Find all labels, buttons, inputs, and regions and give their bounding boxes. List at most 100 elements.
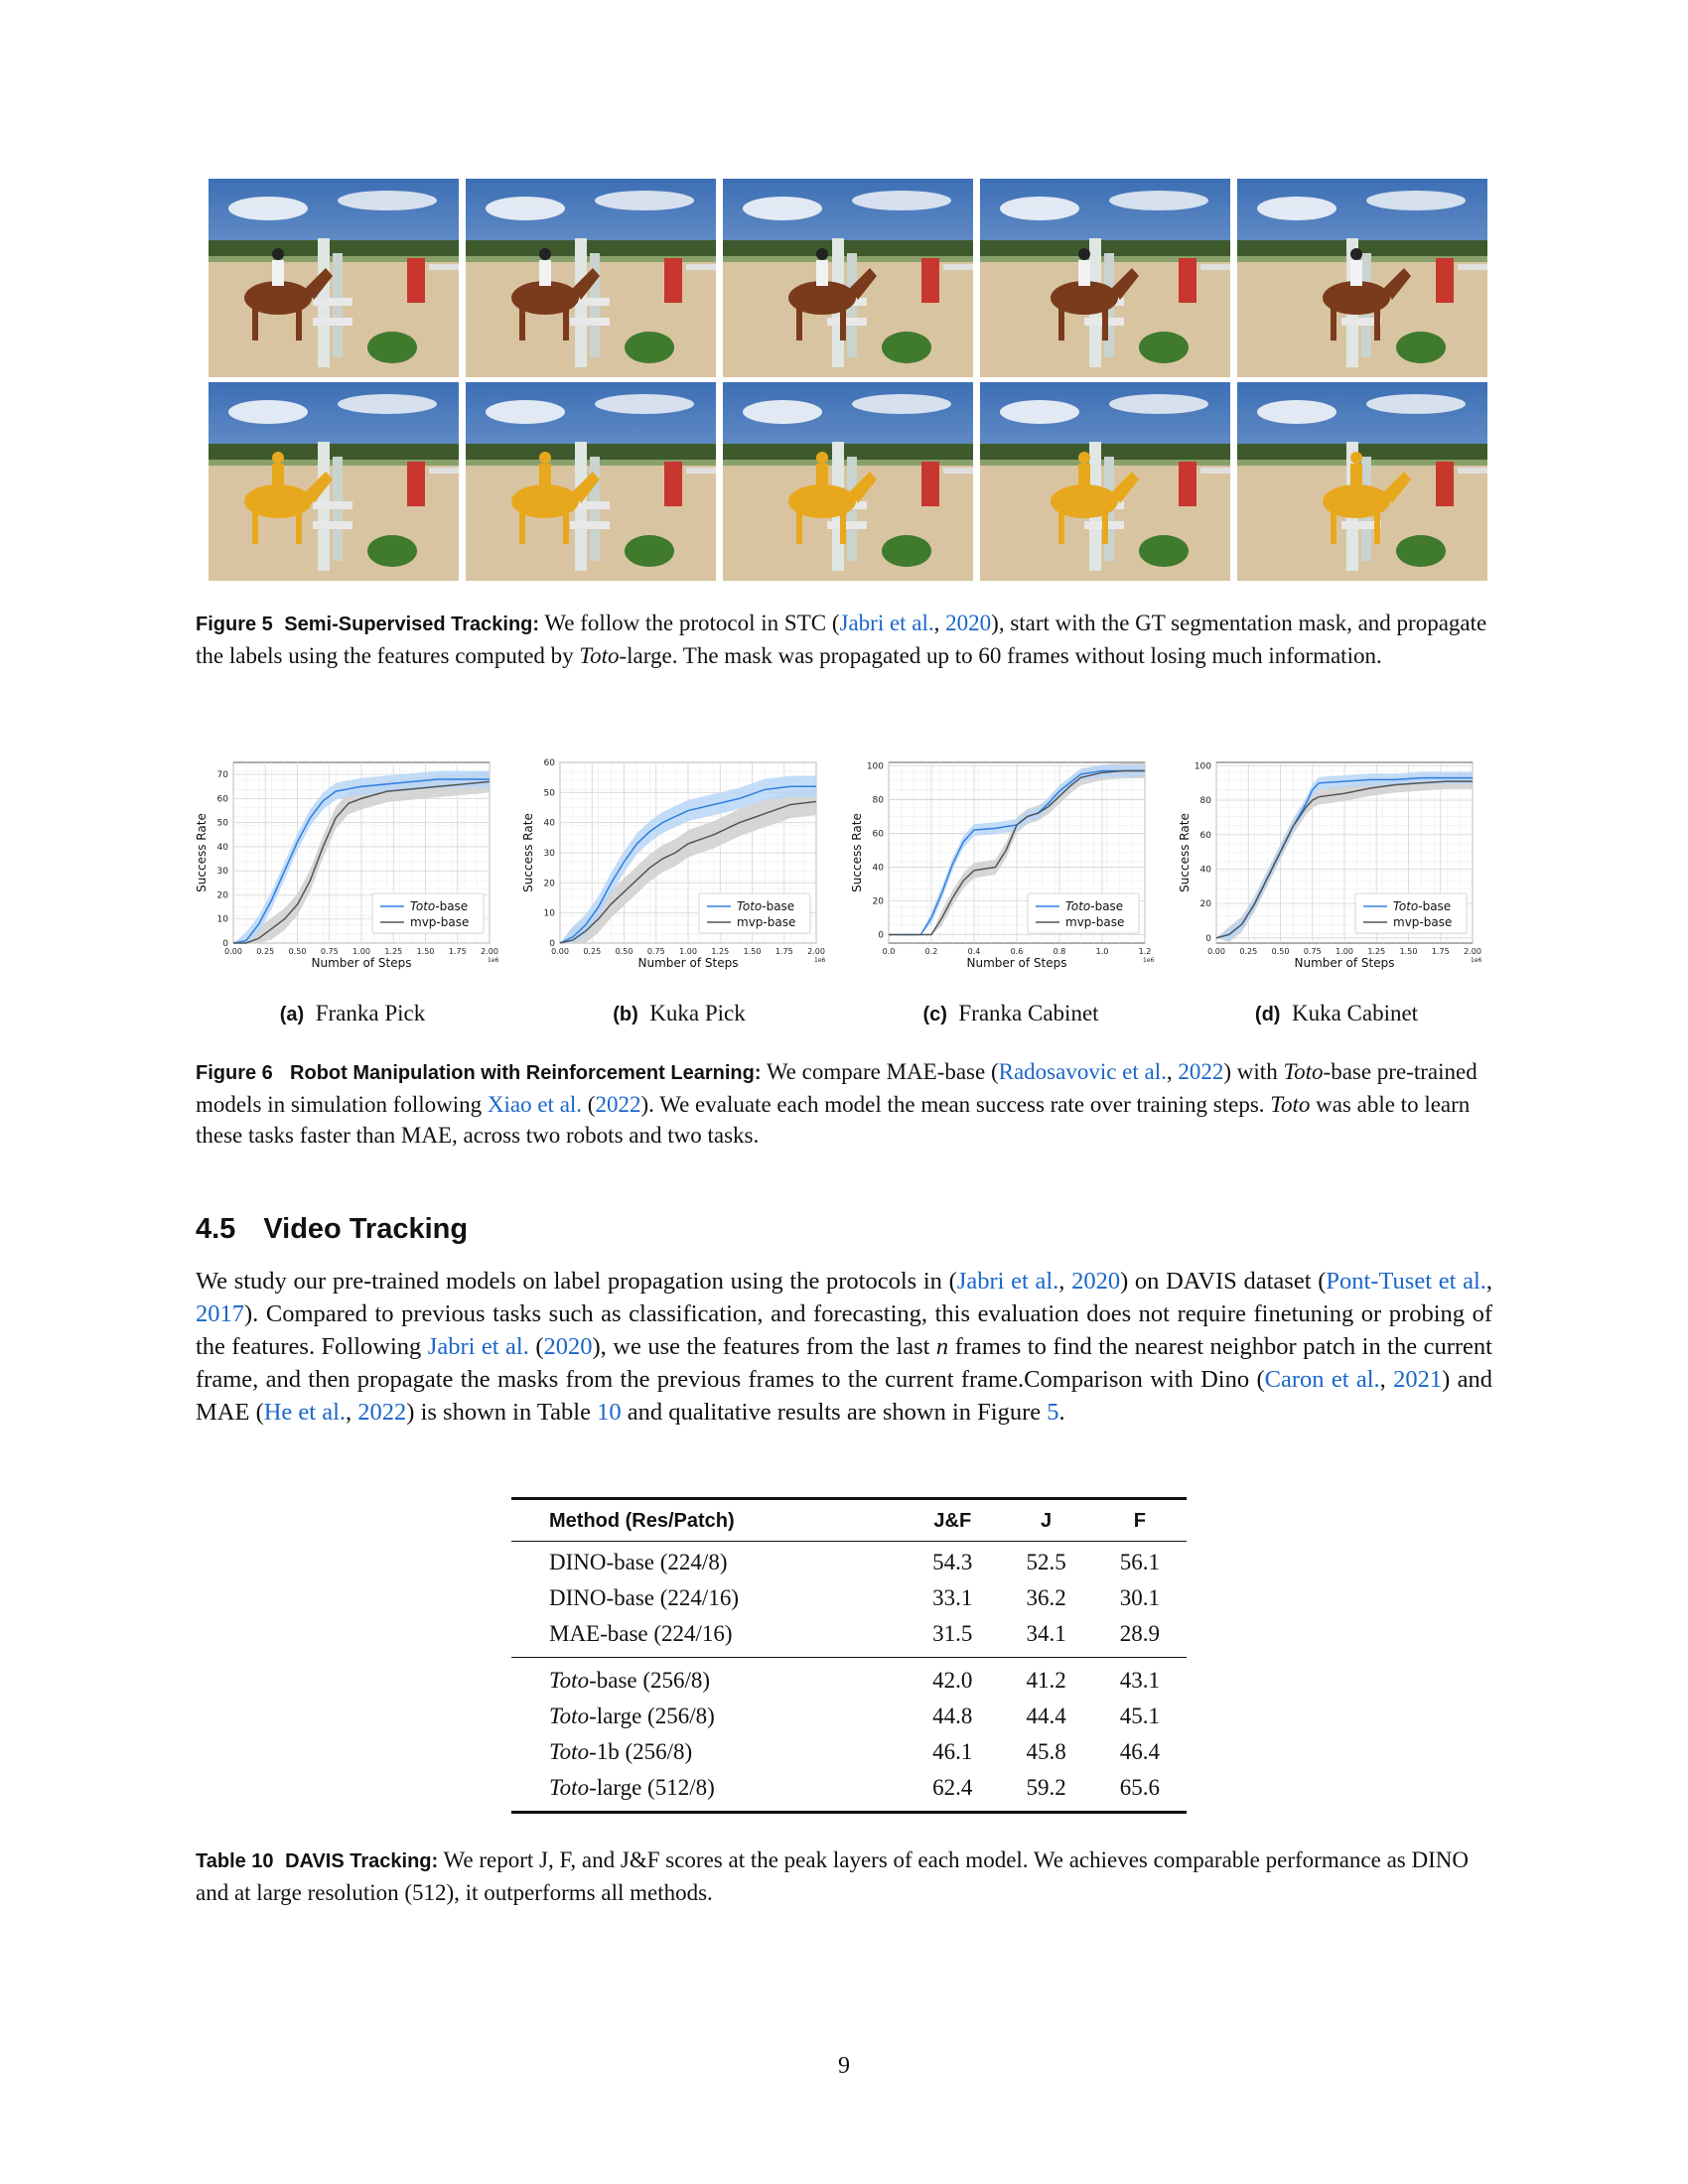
section-number: 4.5 bbox=[196, 1213, 236, 1245]
x-tick-label: 0.50 bbox=[616, 947, 633, 956]
tracking-frame-mask bbox=[980, 382, 1230, 581]
toto-series-band bbox=[233, 770, 490, 943]
y-axis-label: Success Rate bbox=[850, 813, 864, 892]
y-tick-label: 30 bbox=[544, 849, 556, 859]
chart-kuka-cabinet: 0.00 0.25 0.50 0.75 1.00 1.25 1.50 1.75 2.00 0 20 4… bbox=[1175, 754, 1492, 993]
figure6-label: Figure 6 bbox=[196, 1062, 273, 1084]
para-text: We study our pre-trained models on label… bbox=[196, 1268, 957, 1295]
para-ref-figure-5[interactable]: 5 bbox=[1047, 1399, 1059, 1426]
y-tick-label: 0 bbox=[549, 939, 555, 949]
para-ref-table-10[interactable]: 10 bbox=[597, 1399, 622, 1426]
subcaption-c-label: (c) bbox=[922, 1004, 947, 1025]
x-tick-label: 1.50 bbox=[744, 947, 762, 956]
jf-cell: 46.1 bbox=[932, 1739, 973, 1764]
table-row: Toto-large (256/8) 44.8 44.4 45.1 bbox=[511, 1699, 1187, 1734]
subcaption-a-text: Franka Pick bbox=[315, 1001, 426, 1025]
para-text: ) and MAE ( bbox=[196, 1366, 1492, 1426]
subcaption-a-label: (a) bbox=[279, 1004, 305, 1025]
para-cite-pont-tuset-year[interactable]: 2017 bbox=[196, 1300, 244, 1327]
legend-toto-italic: Toto bbox=[1393, 899, 1418, 913]
method-cell: Toto-1b (256/8) bbox=[511, 1734, 906, 1770]
y-axis-label: Success Rate bbox=[521, 813, 535, 892]
figure6-text-3: -base pre-trained models in simulation f… bbox=[196, 1059, 1477, 1117]
para-cite-pont-tuset[interactable]: Pont-Tuset et al. bbox=[1326, 1268, 1486, 1295]
mvp-series-line bbox=[233, 780, 491, 944]
para-cite-jabri-2[interactable]: Jabri et al. bbox=[427, 1333, 529, 1360]
para-cite-jabri[interactable]: Jabri et al. bbox=[956, 1268, 1059, 1295]
page-number: 9 bbox=[838, 2053, 850, 2079]
x-tick-label: 1.2 bbox=[1139, 947, 1152, 956]
figure6-text-4: ( bbox=[582, 1092, 596, 1117]
method-rest: -large (512/8) bbox=[589, 1775, 715, 1800]
legend-toto-rest: -base bbox=[435, 899, 468, 913]
para-cite-jabri-year[interactable]: 2020 bbox=[1071, 1268, 1121, 1295]
y-tick-label: 10 bbox=[544, 909, 556, 919]
figure6-cite-xiao[interactable]: Xiao et al. bbox=[487, 1092, 583, 1117]
tracking-frame-mask bbox=[466, 382, 716, 581]
figure5-cite-jabri-year[interactable]: 2020 bbox=[945, 611, 992, 635]
method-italic: Toto bbox=[549, 1739, 590, 1764]
x-axis-exponent: 1e6 bbox=[1143, 957, 1155, 964]
figure6-cite-xiao-year[interactable]: 2022 bbox=[595, 1092, 641, 1117]
method-italic: Toto bbox=[549, 1668, 590, 1693]
y-axis-label: Success Rate bbox=[1178, 813, 1192, 892]
y-tick-label: 20 bbox=[1200, 899, 1212, 909]
x-tick-label: 1.75 bbox=[1432, 947, 1450, 956]
x-tick-label: 0.25 bbox=[1239, 947, 1257, 956]
x-tick-label: 1.50 bbox=[417, 947, 435, 956]
j-cell: 45.8 bbox=[1026, 1739, 1066, 1764]
x-tick-label: 0.75 bbox=[647, 947, 665, 956]
tracking-frame-original bbox=[1237, 179, 1487, 377]
f-cell: 30.1 bbox=[1119, 1585, 1160, 1610]
figure6-text-5: ). We evaluate each model the mean succe… bbox=[640, 1092, 1271, 1117]
para-text: ) is shown in Table bbox=[406, 1399, 598, 1426]
header-jf: J&F bbox=[933, 1510, 972, 1532]
table-row: MAE-base (224/16) 31.5 34.1 28.9 bbox=[511, 1616, 1187, 1658]
toto-series-line bbox=[232, 778, 490, 944]
y-tick-label: 80 bbox=[873, 795, 885, 805]
figure6-italic-toto-2: Toto bbox=[1270, 1092, 1311, 1117]
para-cite-caron[interactable]: Caron et al. bbox=[1264, 1366, 1380, 1393]
para-cite-caron-year[interactable]: 2021 bbox=[1393, 1366, 1443, 1393]
davis-results-table: Method (Res/Patch) J&F J F DINO-base (22… bbox=[511, 1497, 1187, 1814]
para-text: ), we use the features from the last bbox=[592, 1333, 936, 1360]
para-cite-he[interactable]: He et al. bbox=[263, 1399, 347, 1426]
figure6-sep-1: , bbox=[1166, 1059, 1179, 1084]
para-sep: , bbox=[1379, 1366, 1394, 1393]
table-row: Toto-large (512/8) 62.4 59.2 65.6 bbox=[511, 1770, 1187, 1813]
mvp-series-band bbox=[889, 762, 1145, 935]
j-cell: 59.2 bbox=[1026, 1775, 1066, 1800]
x-tick-label: 1.0 bbox=[1096, 947, 1109, 956]
y-tick-label: 30 bbox=[217, 867, 229, 877]
j-cell: 52.5 bbox=[1026, 1550, 1066, 1574]
x-tick-label: 1.25 bbox=[711, 947, 729, 956]
method-cell: MAE-base (224/16) bbox=[549, 1621, 733, 1646]
figure6-cite-radosavovic-year[interactable]: 2022 bbox=[1178, 1059, 1224, 1084]
f-cell: 46.4 bbox=[1119, 1739, 1160, 1764]
y-tick-label: 60 bbox=[217, 794, 229, 804]
x-axis-exponent: 1e6 bbox=[1471, 957, 1482, 964]
figure6-cite-radosavovic[interactable]: Radosavovic et al. bbox=[998, 1059, 1167, 1084]
x-tick-label: 0.00 bbox=[1207, 947, 1225, 956]
x-tick-label: 0.0 bbox=[883, 947, 896, 956]
f-cell: 65.6 bbox=[1119, 1775, 1160, 1800]
legend-toto-rest: -base bbox=[762, 899, 794, 913]
para-cite-jabri-2-year[interactable]: 2020 bbox=[543, 1333, 593, 1360]
para-math-n: n bbox=[935, 1333, 949, 1360]
header-method: Method (Res/Patch) bbox=[549, 1510, 735, 1532]
legend-mvp-label: mvp-base bbox=[1065, 915, 1124, 929]
para-cite-he-year[interactable]: 2022 bbox=[357, 1399, 407, 1426]
tracking-frame-mask bbox=[723, 382, 973, 581]
tracking-photo-grid bbox=[209, 179, 1489, 582]
table-header-row: Method (Res/Patch) J&F J F bbox=[511, 1498, 1187, 1542]
x-tick-label: 1.00 bbox=[679, 947, 697, 956]
jf-cell: 62.4 bbox=[932, 1775, 973, 1800]
x-tick-label: 1.75 bbox=[775, 947, 793, 956]
method-italic: Toto bbox=[549, 1775, 590, 1800]
j-cell: 41.2 bbox=[1026, 1668, 1066, 1693]
figure5-cite-jabri[interactable]: Jabri et al. bbox=[839, 611, 934, 635]
legend-toto-label: Toto-base bbox=[1393, 899, 1451, 913]
y-tick-label: 70 bbox=[217, 770, 229, 780]
x-axis-label: Number of Steps bbox=[1295, 956, 1395, 970]
y-tick-label: 0 bbox=[222, 939, 228, 949]
